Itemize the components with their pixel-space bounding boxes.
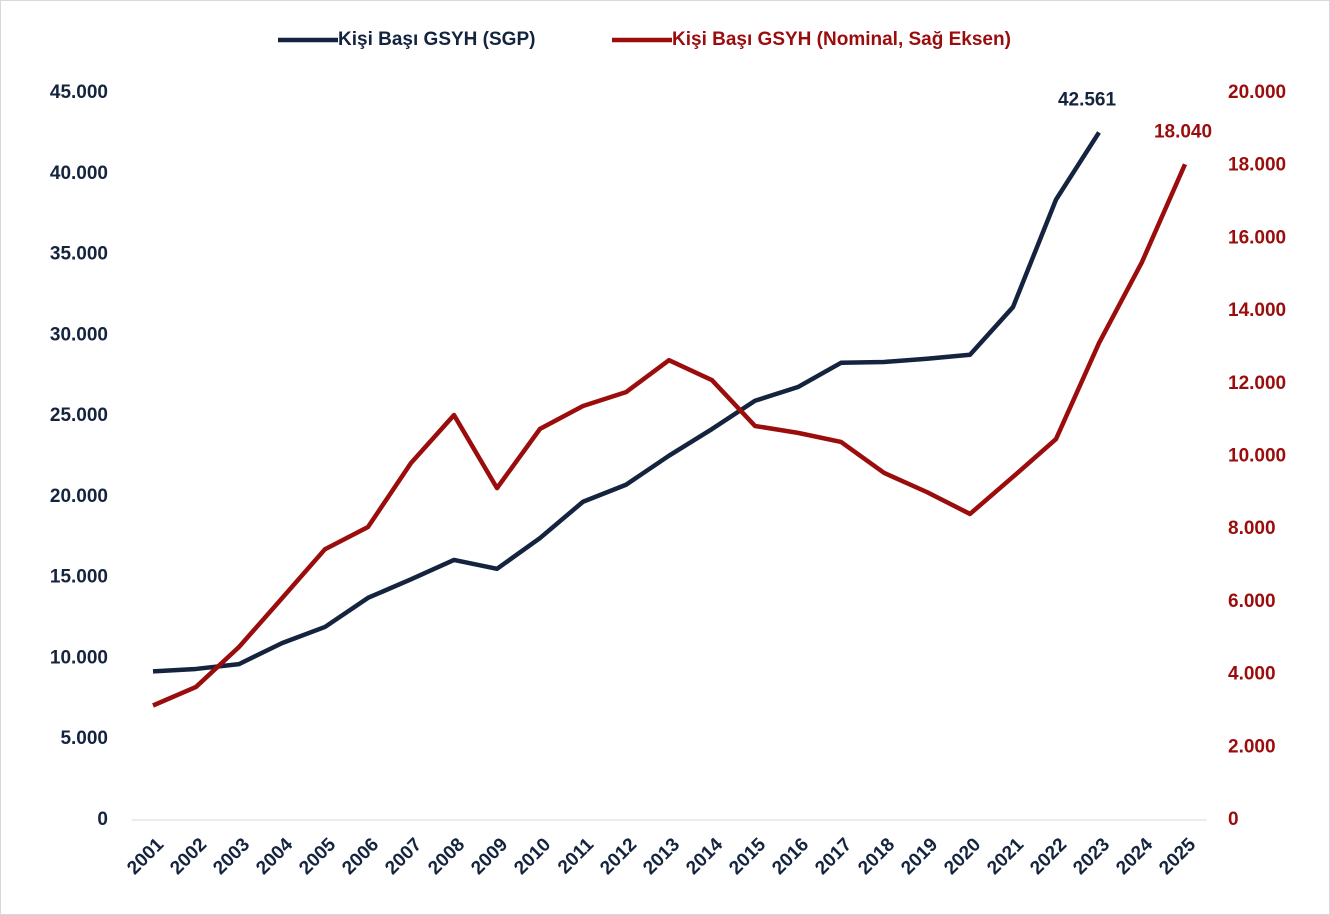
y2-tick-label: 8.000 (1228, 518, 1276, 539)
data-label: 42.561 (1058, 89, 1117, 110)
y2-tick-label: 16.000 (1228, 227, 1286, 248)
y-tick-label: 25.000 (50, 405, 108, 426)
y-tick-label: 35.000 (50, 244, 108, 265)
y-tick-label: 5.000 (60, 728, 108, 749)
legend-label: Kişi Başı GSYH (SGP) (338, 29, 535, 50)
legend-label: Kişi Başı GSYH (Nominal, Sağ Eksen) (672, 29, 1011, 50)
y2-tick-label: 20.000 (1228, 82, 1286, 103)
y-tick-label: 10.000 (50, 647, 108, 668)
data-label: 18.040 (1154, 121, 1212, 142)
y2-tick-label: 0 (1228, 809, 1239, 830)
series-line (152, 163, 1188, 708)
y2-tick-label: 2.000 (1228, 736, 1276, 757)
y-tick-label: 30.000 (50, 324, 108, 345)
y-tick-label: 20.000 (50, 486, 108, 507)
y-tick-label: 45.000 (50, 82, 108, 103)
y2-tick-label: 14.000 (1228, 300, 1286, 321)
y-tick-label: 0 (97, 809, 108, 830)
series-line (152, 131, 1101, 674)
y2-tick-label: 10.000 (1228, 446, 1286, 467)
y2-tick-label: 6.000 (1228, 591, 1276, 612)
y2-tick-label: 12.000 (1228, 373, 1286, 394)
y-tick-label: 15.000 (50, 567, 108, 588)
y2-tick-label: 18.000 (1228, 155, 1286, 176)
y2-tick-label: 4.000 (1228, 664, 1276, 685)
y-tick-label: 40.000 (50, 163, 108, 184)
